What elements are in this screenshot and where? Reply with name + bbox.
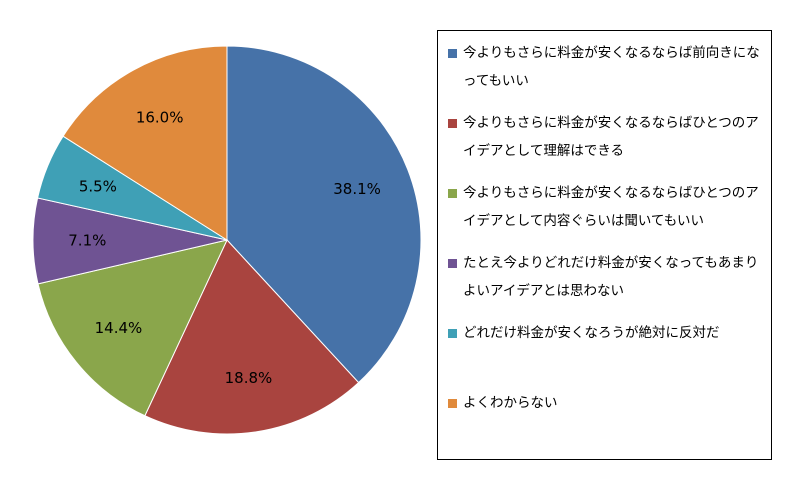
pie-plot: 38.1% 18.8% 14.4% 7.1% 5.5% 16.0%: [32, 45, 422, 435]
data-label-6: 16.0%: [136, 109, 184, 127]
legend-item-2: 今よりもさらに料金が安くなるならばひとつのアイデアとして理解はできる: [448, 111, 766, 165]
legend-swatch-6: [448, 399, 457, 408]
legend-label-3: 今よりもさらに料金が安くなるならばひとつのアイデアとして内容ぐらいは聞いてもいい: [463, 185, 759, 229]
legend-item-1: 今よりもさらに料金が安くなるならば前向きになってもいい: [448, 41, 766, 95]
data-label-4: 7.1%: [68, 232, 106, 250]
pie-slice-2: [144, 239, 360, 435]
legend-swatch-2: [448, 119, 457, 128]
legend-swatch-4: [448, 259, 457, 268]
legend-swatch-5: [448, 329, 457, 338]
legend-label-5: どれだけ料金が安くなろうが絶対に反対だ: [463, 325, 720, 341]
legend-swatch-1: [448, 49, 457, 58]
legend-item-6: よくわからない: [448, 391, 766, 417]
data-label-1: 38.1%: [333, 180, 381, 198]
pie-slice-3: [37, 239, 228, 417]
legend-item-5: どれだけ料金が安くなろうが絶対に反対だ: [448, 321, 766, 347]
data-label-2: 18.8%: [225, 369, 273, 387]
pie-slices: [32, 45, 422, 435]
data-label-3: 14.4%: [95, 319, 143, 337]
legend: 今よりもさらに料金が安くなるならば前向きになってもいい 今よりもさらに料金が安くな…: [437, 30, 772, 460]
legend-item-4: たとえ今よりどれだけ料金が安くなってもあまりよいアイデアとは思わない: [448, 251, 766, 305]
data-label-5: 5.5%: [79, 178, 117, 196]
pie-slice-1: [226, 45, 422, 384]
pie-slice-6: [62, 45, 228, 241]
legend-label-1: 今よりもさらに料金が安くなるならば前向きになってもいい: [463, 45, 760, 89]
pie-data-labels: 38.1% 18.8% 14.4% 7.1% 5.5% 16.0%: [68, 109, 381, 387]
legend-swatch-3: [448, 189, 457, 198]
legend-label-6: よくわからない: [463, 395, 558, 411]
legend-item-3: 今よりもさらに料金が安くなるならばひとつのアイデアとして内容ぐらいは聞いてもいい: [448, 181, 766, 235]
legend-label-4: たとえ今よりどれだけ料金が安くなってもあまりよいアイデアとは思わない: [463, 255, 759, 299]
legend-label-2: 今よりもさらに料金が安くなるならばひとつのアイデアとして理解はできる: [463, 115, 759, 159]
